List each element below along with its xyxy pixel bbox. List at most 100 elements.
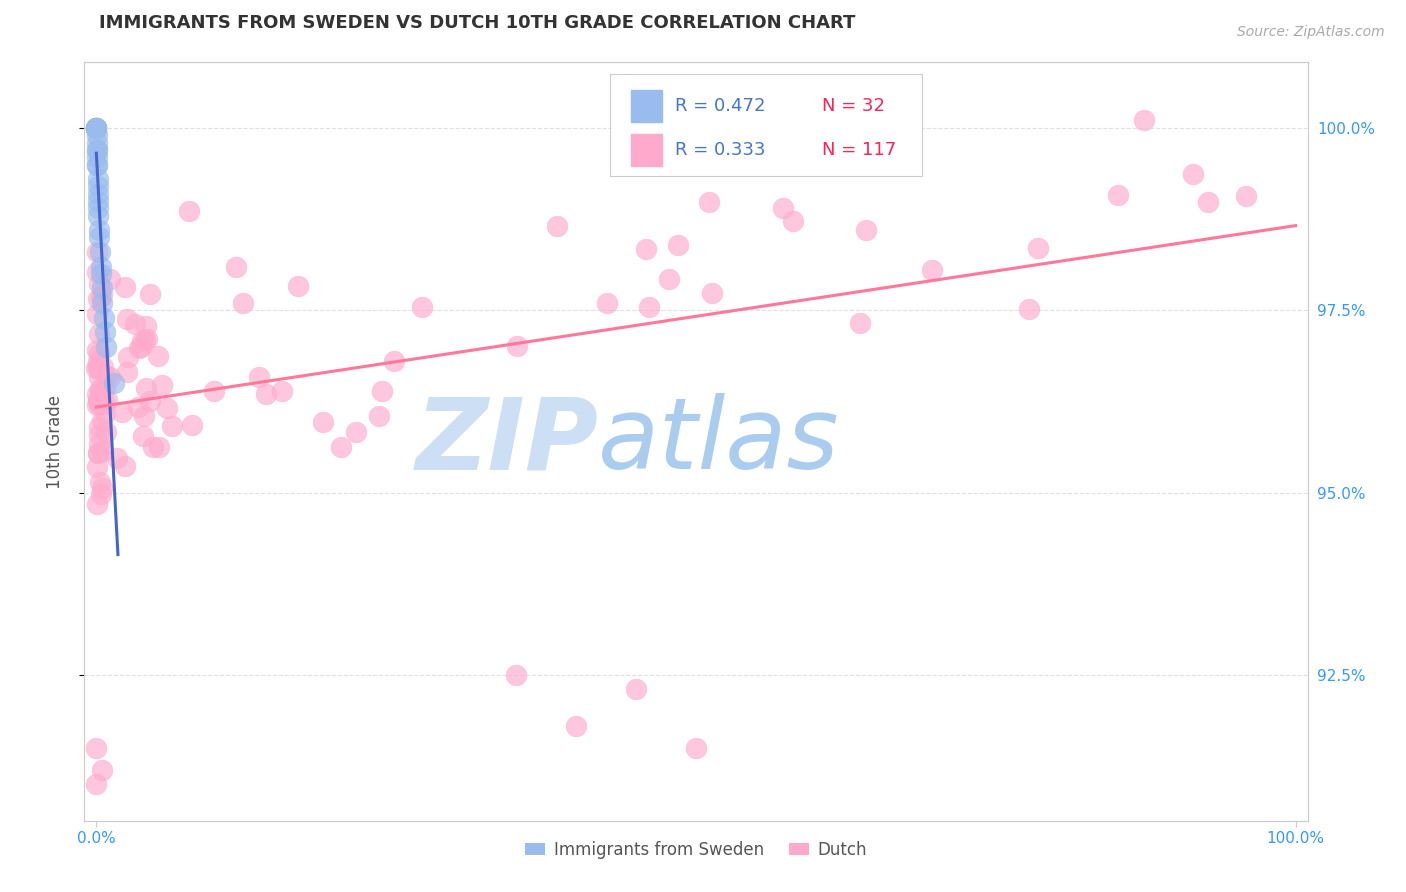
Point <box>87 445 110 459</box>
Point <box>91 763 114 777</box>
Point <box>93 325 117 339</box>
Point <box>135 318 157 333</box>
Point <box>700 285 723 300</box>
Point <box>1197 195 1219 210</box>
Point <box>94 406 117 420</box>
Point <box>921 263 943 277</box>
Point <box>91 360 114 375</box>
Point <box>638 300 661 314</box>
Point <box>114 458 136 473</box>
Point <box>93 310 115 325</box>
Point <box>134 409 156 423</box>
Point <box>94 369 117 384</box>
Point <box>849 316 872 330</box>
Point <box>371 384 394 398</box>
Point <box>565 719 588 733</box>
Point <box>86 361 108 376</box>
Point <box>90 414 112 428</box>
Point <box>86 121 108 136</box>
Point <box>1234 189 1257 203</box>
Point <box>105 450 128 465</box>
Point <box>150 377 173 392</box>
Legend: Immigrants from Sweden, Dutch: Immigrants from Sweden, Dutch <box>519 834 873 865</box>
Point <box>89 384 111 398</box>
FancyBboxPatch shape <box>631 134 662 166</box>
Point <box>382 354 405 368</box>
Point <box>96 392 118 407</box>
Text: Source: ZipAtlas.com: Source: ZipAtlas.com <box>1237 25 1385 39</box>
Point <box>89 395 111 409</box>
Point <box>86 264 108 278</box>
Point <box>86 121 108 136</box>
Text: N = 32: N = 32 <box>823 97 884 115</box>
Point <box>411 300 433 314</box>
Point <box>87 201 110 215</box>
Point <box>131 334 153 348</box>
Point <box>1133 113 1156 128</box>
Point <box>90 487 112 501</box>
Point <box>177 203 200 218</box>
Point <box>98 370 121 384</box>
Point <box>86 157 108 171</box>
Point <box>86 186 108 201</box>
Point <box>86 292 108 306</box>
Point <box>685 740 707 755</box>
Point <box>91 281 114 295</box>
Point <box>86 459 108 474</box>
Point <box>91 296 114 310</box>
Point <box>181 417 204 432</box>
Point <box>86 121 108 136</box>
Point <box>148 441 170 455</box>
Point <box>87 437 110 451</box>
Point <box>87 353 110 368</box>
Point <box>772 202 794 216</box>
Point <box>156 401 179 416</box>
Point <box>1018 302 1040 317</box>
Point <box>86 399 108 413</box>
FancyBboxPatch shape <box>631 90 662 122</box>
Point <box>86 497 108 511</box>
Point <box>86 179 108 194</box>
Point <box>139 287 162 301</box>
Point <box>94 381 117 395</box>
Point <box>160 419 183 434</box>
Point <box>271 384 294 398</box>
Point <box>135 381 157 395</box>
Point <box>782 214 804 228</box>
Point <box>91 481 114 495</box>
Point <box>90 267 112 281</box>
Point <box>86 307 108 321</box>
Point <box>855 223 877 237</box>
Point <box>94 425 117 439</box>
Point <box>117 351 139 365</box>
Point <box>86 740 108 755</box>
Point <box>596 296 619 310</box>
Point <box>1181 167 1204 181</box>
Point <box>114 280 136 294</box>
Point <box>697 195 720 210</box>
Point <box>86 128 108 143</box>
Point <box>124 318 146 332</box>
Text: R = 0.472: R = 0.472 <box>675 97 766 115</box>
Point <box>86 172 108 186</box>
Point <box>1026 241 1049 255</box>
Point <box>87 326 110 341</box>
Text: IMMIGRANTS FROM SWEDEN VS DUTCH 10TH GRADE CORRELATION CHART: IMMIGRANTS FROM SWEDEN VS DUTCH 10TH GRA… <box>98 14 855 32</box>
Point <box>330 440 353 454</box>
Point <box>93 397 115 411</box>
Point <box>148 350 170 364</box>
Point <box>89 346 111 360</box>
Point <box>87 427 110 442</box>
Point <box>254 387 277 401</box>
Point <box>90 290 112 304</box>
Point <box>98 271 121 285</box>
Text: atlas: atlas <box>598 393 839 490</box>
Point <box>87 277 110 291</box>
Point <box>86 392 108 407</box>
Point <box>86 157 108 171</box>
Point <box>506 339 529 353</box>
Text: N = 117: N = 117 <box>823 141 896 159</box>
Point <box>312 415 335 429</box>
Point <box>86 150 108 164</box>
Point <box>624 682 647 697</box>
